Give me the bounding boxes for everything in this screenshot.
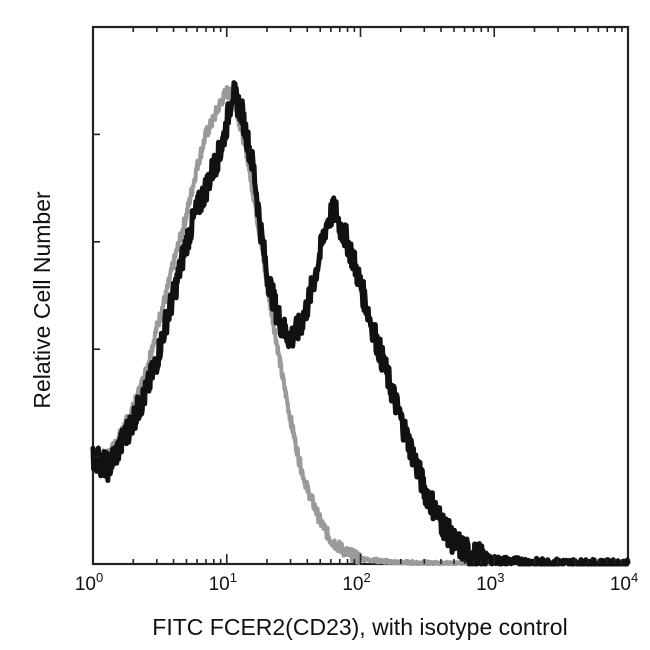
x-tick-label: 104	[610, 570, 638, 595]
x-tick-label: 103	[476, 570, 504, 595]
y-axis-ticks	[93, 26, 100, 565]
cropped-caption-strip	[0, 641, 650, 650]
x-tick-label: 102	[342, 570, 370, 595]
series-line-0	[91, 84, 497, 566]
x-tick-label: 100	[75, 570, 103, 595]
series-layer	[90, 80, 631, 567]
x-axis-ticks	[92, 27, 623, 564]
x-tick-label: 101	[209, 570, 237, 595]
plot-area	[90, 25, 631, 567]
series-line-1	[90, 80, 631, 567]
x-axis-title: FITC FCER2(CD23), with isotype control	[152, 614, 567, 640]
x-axis-tick-labels: 100 101 102 103 104	[75, 570, 638, 595]
y-axis-title: Relative Cell Number	[29, 191, 55, 409]
